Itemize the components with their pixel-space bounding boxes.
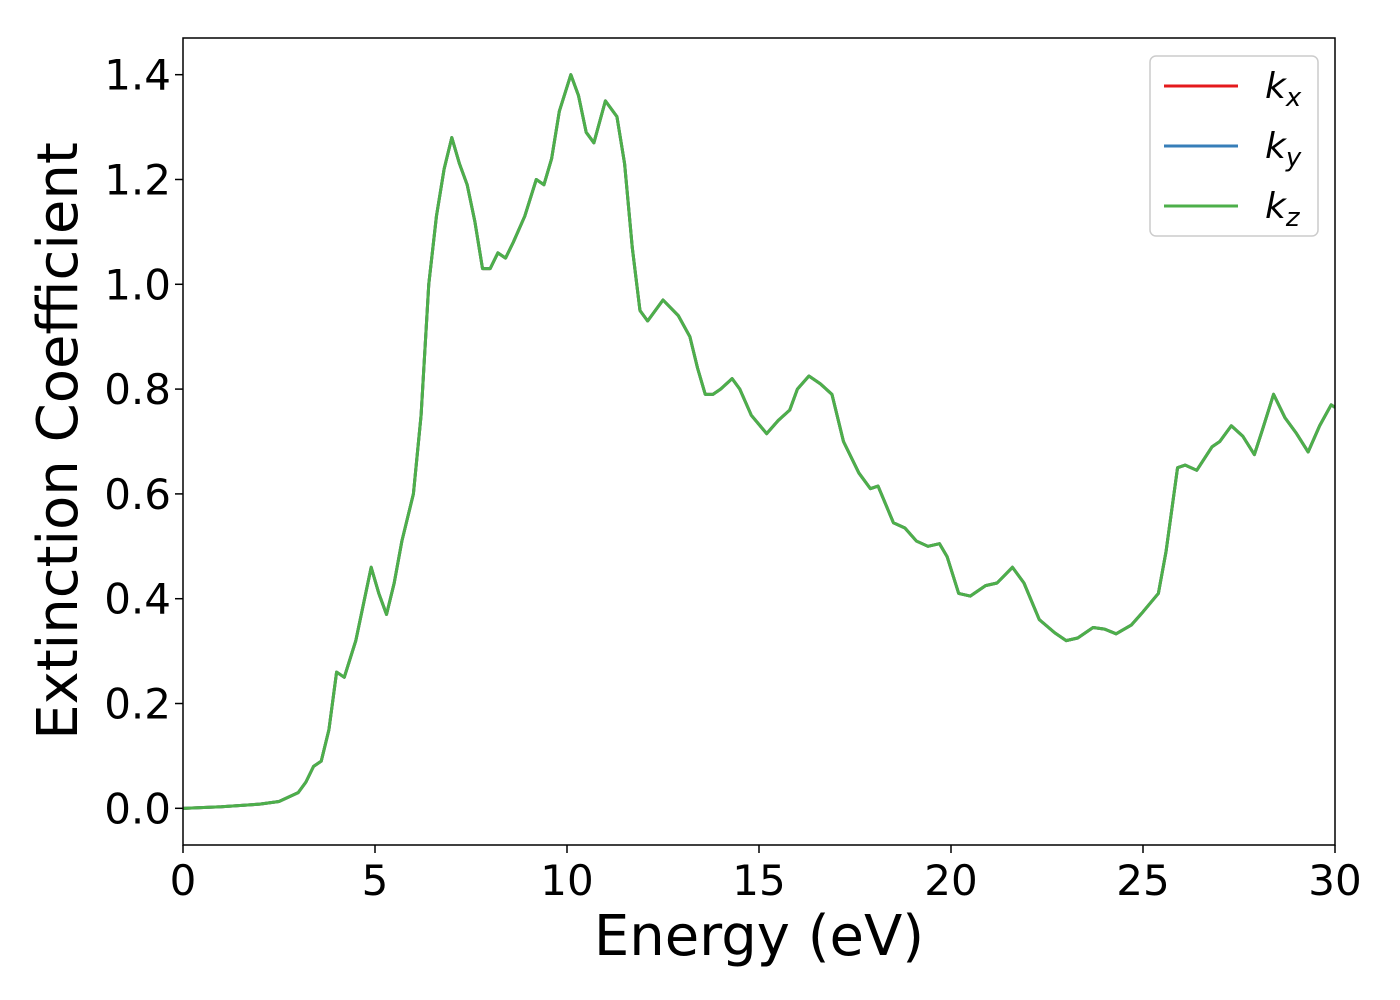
y-tick-label: 0.4	[104, 575, 171, 624]
y-tick-label: 0.2	[104, 680, 171, 729]
x-tick-label: 0	[170, 856, 197, 905]
y-tick-label: 1.0	[104, 260, 171, 309]
y-tick-label: 1.2	[104, 155, 171, 204]
x-tick-label: 30	[1308, 856, 1361, 905]
x-tick-label: 10	[540, 856, 593, 905]
y-tick-label: 0.6	[104, 470, 171, 519]
plot-frame	[182, 37, 1336, 846]
legend-label: kx	[1265, 66, 1302, 113]
x-tick-label: 5	[362, 856, 389, 905]
x-tick-label: 20	[924, 856, 977, 905]
y-tick-label: 1.4	[104, 51, 171, 100]
y-tick-label: 0.0	[104, 784, 171, 833]
y-tick-label: 0.8	[104, 365, 171, 414]
x-axis-label: Energy (eV)	[594, 904, 924, 969]
x-tick-label: 25	[1116, 856, 1169, 905]
line-series	[183, 73, 1335, 810]
legend-label: ky	[1265, 126, 1302, 173]
x-tick-label: 15	[732, 856, 785, 905]
legend-label: kz	[1265, 186, 1301, 233]
y-axis-label: Extinction Coefficient	[26, 142, 91, 740]
